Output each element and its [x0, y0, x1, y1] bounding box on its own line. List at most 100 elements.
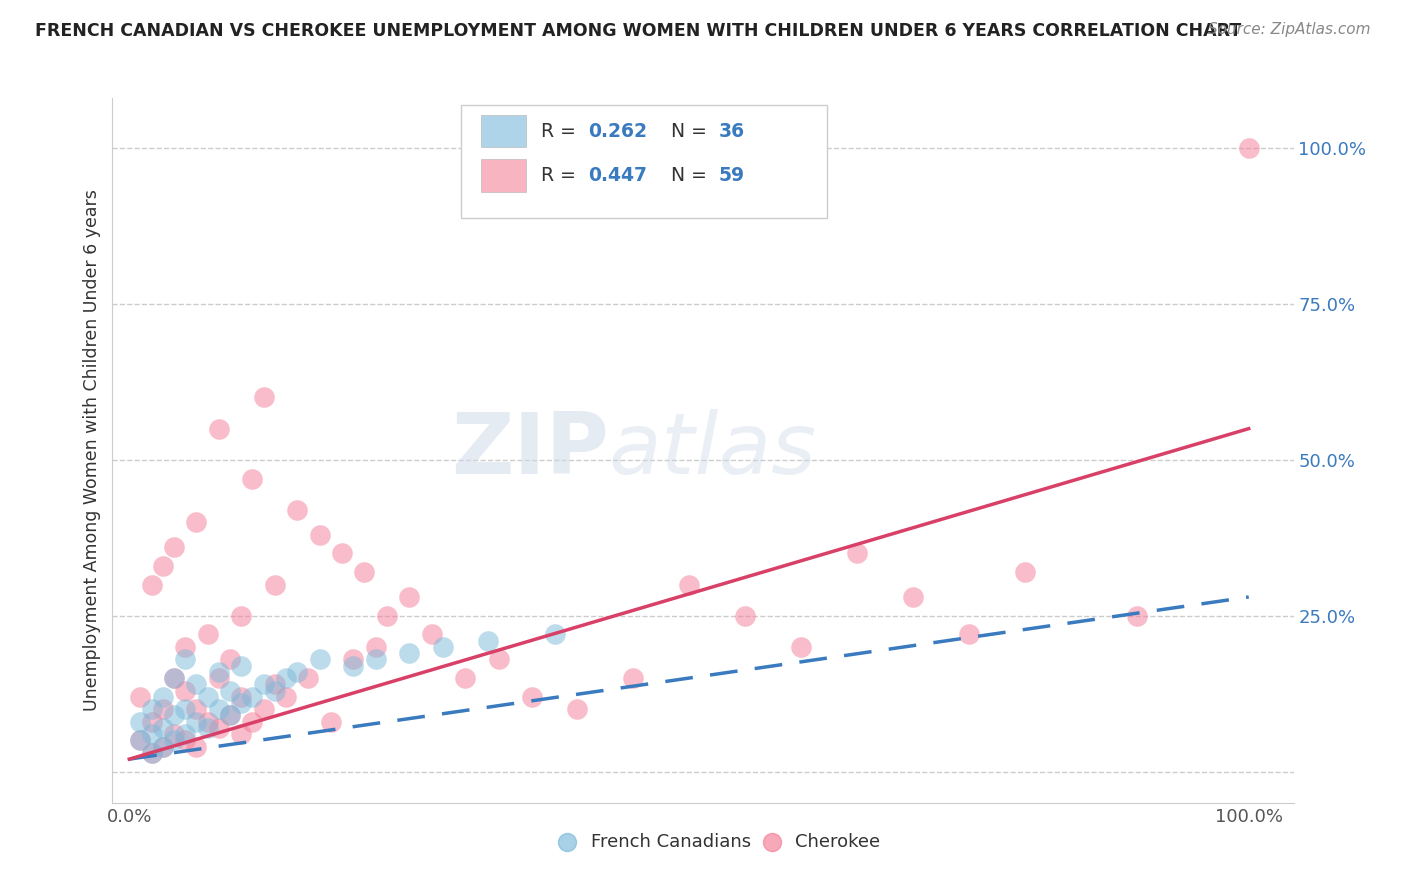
Point — [231, 696, 253, 710]
Point — [285, 665, 308, 679]
Point — [186, 677, 208, 691]
Point — [1014, 565, 1036, 579]
Text: ZIP: ZIP — [451, 409, 609, 492]
Point — [274, 671, 297, 685]
Point — [152, 690, 174, 704]
Point — [375, 608, 398, 623]
Point — [141, 702, 163, 716]
Point — [152, 739, 174, 754]
Point — [242, 714, 264, 729]
Point — [208, 702, 231, 716]
Point — [242, 471, 264, 485]
Point — [522, 690, 544, 704]
Point — [163, 671, 186, 685]
Point — [1237, 141, 1260, 155]
Point — [308, 527, 330, 541]
Point — [790, 640, 813, 654]
Point — [957, 627, 980, 641]
FancyBboxPatch shape — [461, 105, 827, 218]
Point — [231, 658, 253, 673]
Point — [186, 702, 208, 716]
Point — [231, 690, 253, 704]
Point — [398, 646, 420, 660]
Point — [308, 652, 330, 666]
Point — [186, 515, 208, 529]
Point — [129, 714, 152, 729]
Point — [129, 733, 152, 747]
Point — [163, 727, 186, 741]
Point — [285, 502, 308, 516]
Point — [219, 708, 242, 723]
Text: R =: R = — [541, 121, 582, 141]
Point — [353, 565, 375, 579]
Point — [141, 727, 163, 741]
Point — [208, 665, 231, 679]
Point — [163, 671, 186, 685]
Point — [242, 690, 264, 704]
Point — [152, 558, 174, 573]
Point — [174, 640, 197, 654]
FancyBboxPatch shape — [481, 160, 526, 192]
Point — [174, 727, 197, 741]
Point — [141, 714, 163, 729]
Point — [621, 671, 644, 685]
Text: 36: 36 — [718, 121, 745, 141]
Text: atlas: atlas — [609, 409, 817, 492]
Point — [263, 683, 285, 698]
Point — [174, 702, 197, 716]
Point — [186, 739, 208, 754]
Point — [208, 671, 231, 685]
Point — [208, 721, 231, 735]
Point — [330, 546, 353, 560]
Point — [152, 739, 174, 754]
Point — [163, 708, 186, 723]
Text: FRENCH CANADIAN VS CHEROKEE UNEMPLOYMENT AMONG WOMEN WITH CHILDREN UNDER 6 YEARS: FRENCH CANADIAN VS CHEROKEE UNEMPLOYMENT… — [35, 22, 1241, 40]
Text: R =: R = — [541, 166, 582, 186]
Point — [544, 627, 567, 641]
Point — [141, 577, 163, 591]
Point — [319, 714, 342, 729]
Point — [174, 683, 197, 698]
Point — [208, 422, 231, 436]
Point — [252, 702, 274, 716]
Point — [186, 714, 208, 729]
Point — [678, 577, 700, 591]
FancyBboxPatch shape — [481, 115, 526, 147]
Point — [477, 633, 499, 648]
Point — [263, 677, 285, 691]
Point — [342, 652, 364, 666]
Text: Cherokee: Cherokee — [796, 833, 880, 851]
Point — [219, 708, 242, 723]
Point — [231, 608, 253, 623]
Point — [174, 733, 197, 747]
Point — [565, 702, 588, 716]
Y-axis label: Unemployment Among Women with Children Under 6 years: Unemployment Among Women with Children U… — [83, 189, 101, 712]
Point — [342, 658, 364, 673]
Point — [141, 746, 163, 760]
Point — [152, 702, 174, 716]
Point — [364, 652, 387, 666]
Point — [197, 714, 219, 729]
Point — [488, 652, 510, 666]
Text: French Canadians: French Canadians — [591, 833, 751, 851]
Point — [252, 391, 274, 405]
Point — [263, 577, 285, 591]
Point — [274, 690, 297, 704]
Point — [398, 590, 420, 604]
Point — [420, 627, 443, 641]
Text: Source: ZipAtlas.com: Source: ZipAtlas.com — [1208, 22, 1371, 37]
Point — [219, 683, 242, 698]
Point — [219, 652, 242, 666]
Point — [197, 690, 219, 704]
Point — [1126, 608, 1149, 623]
Point — [734, 608, 756, 623]
Point — [152, 721, 174, 735]
Point — [141, 746, 163, 760]
Point — [197, 627, 219, 641]
Point — [129, 690, 152, 704]
Text: 0.447: 0.447 — [589, 166, 647, 186]
Point — [364, 640, 387, 654]
Point — [163, 733, 186, 747]
Point — [432, 640, 454, 654]
Point — [297, 671, 319, 685]
